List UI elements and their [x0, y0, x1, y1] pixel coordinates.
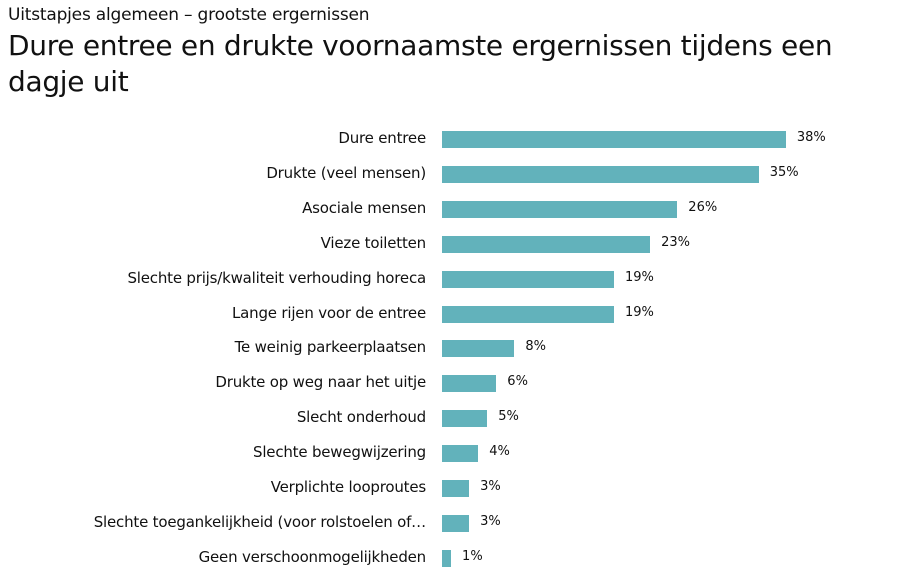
- bar: [442, 375, 497, 393]
- category-label: Slecht onderhoud: [296, 408, 426, 427]
- value-label: 38%: [796, 130, 826, 145]
- bar-row: Slechte toegankelijkheid (voor rolstoele…: [0, 506, 900, 541]
- category-label: Dure entree: [338, 129, 426, 147]
- value-label: 5%: [498, 409, 519, 425]
- value-label: 19%: [624, 304, 654, 320]
- category-label: Slechte bewegwijzering: [253, 443, 426, 462]
- bar: [442, 340, 515, 358]
- category-label: Drukte (veel mensen): [266, 163, 426, 182]
- category-label: Vieze toiletten: [320, 233, 427, 252]
- category-label: Te weinig parkeerplaatsen: [234, 338, 427, 357]
- bar: [442, 549, 452, 567]
- category-label: Slechte prijs/kwaliteit verhouding horec…: [127, 268, 426, 287]
- category-label: Geen verschoonmogelijkheden: [198, 547, 427, 566]
- category-label: Slechte toegankelijkheid (voor rolstoele…: [93, 512, 426, 531]
- bar: [442, 270, 614, 288]
- bar: [442, 235, 651, 253]
- bar-row: Slecht onderhoud 5%: [0, 401, 900, 436]
- value-label: 4%: [489, 444, 510, 460]
- value-label: 1%: [462, 548, 483, 564]
- value-label: 3%: [480, 479, 501, 494]
- bar: [442, 514, 470, 532]
- category-label: Lange rijen voor de entree: [232, 303, 426, 322]
- bar: [442, 305, 614, 323]
- bar-row: Drukte (veel mensen) 35%: [0, 157, 900, 192]
- chart-subtitle: Uitstapjes algemeen – grootste ergerniss…: [8, 5, 370, 25]
- bar: [442, 131, 786, 148]
- value-label: 6%: [507, 374, 528, 390]
- bar-row: Dure entree 38%: [0, 122, 900, 157]
- bar-row: Slechte bewegwijzering 4%: [0, 436, 900, 471]
- chart-title: Dure entree en drukte voornaamste ergern…: [8, 29, 833, 98]
- value-label: 26%: [688, 199, 718, 215]
- value-label: 23%: [661, 234, 691, 250]
- bar-row: Asociale mensen 26%: [0, 192, 900, 227]
- bar-row: Lange rijen voor de entree 19%: [0, 297, 900, 332]
- category-label: Verplichte looproutes: [270, 478, 426, 496]
- bar: [442, 410, 488, 428]
- value-label: 35%: [769, 164, 799, 180]
- category-label: Asociale mensen: [302, 198, 426, 217]
- value-label: 3%: [480, 513, 501, 529]
- bar-row: Vieze toiletten 23%: [0, 227, 900, 262]
- category-label: Drukte op weg naar het uitje: [215, 373, 426, 392]
- bar-row: Verplichte looproutes 3%: [0, 471, 900, 506]
- bar: [442, 165, 759, 183]
- bar-row: Geen verschoonmogelijkheden 1%: [0, 541, 900, 576]
- bar-row: Te weinig parkeerplaatsen 8%: [0, 331, 900, 366]
- value-label: 8%: [525, 339, 547, 355]
- bar-row: Slechte prijs/kwaliteit verhouding horec…: [0, 262, 900, 297]
- value-label: 19%: [624, 269, 654, 285]
- bar: [442, 200, 678, 218]
- bar: [442, 445, 479, 463]
- bar: [442, 480, 470, 497]
- bar-row: Drukte op weg naar het uitje 6%: [0, 366, 900, 401]
